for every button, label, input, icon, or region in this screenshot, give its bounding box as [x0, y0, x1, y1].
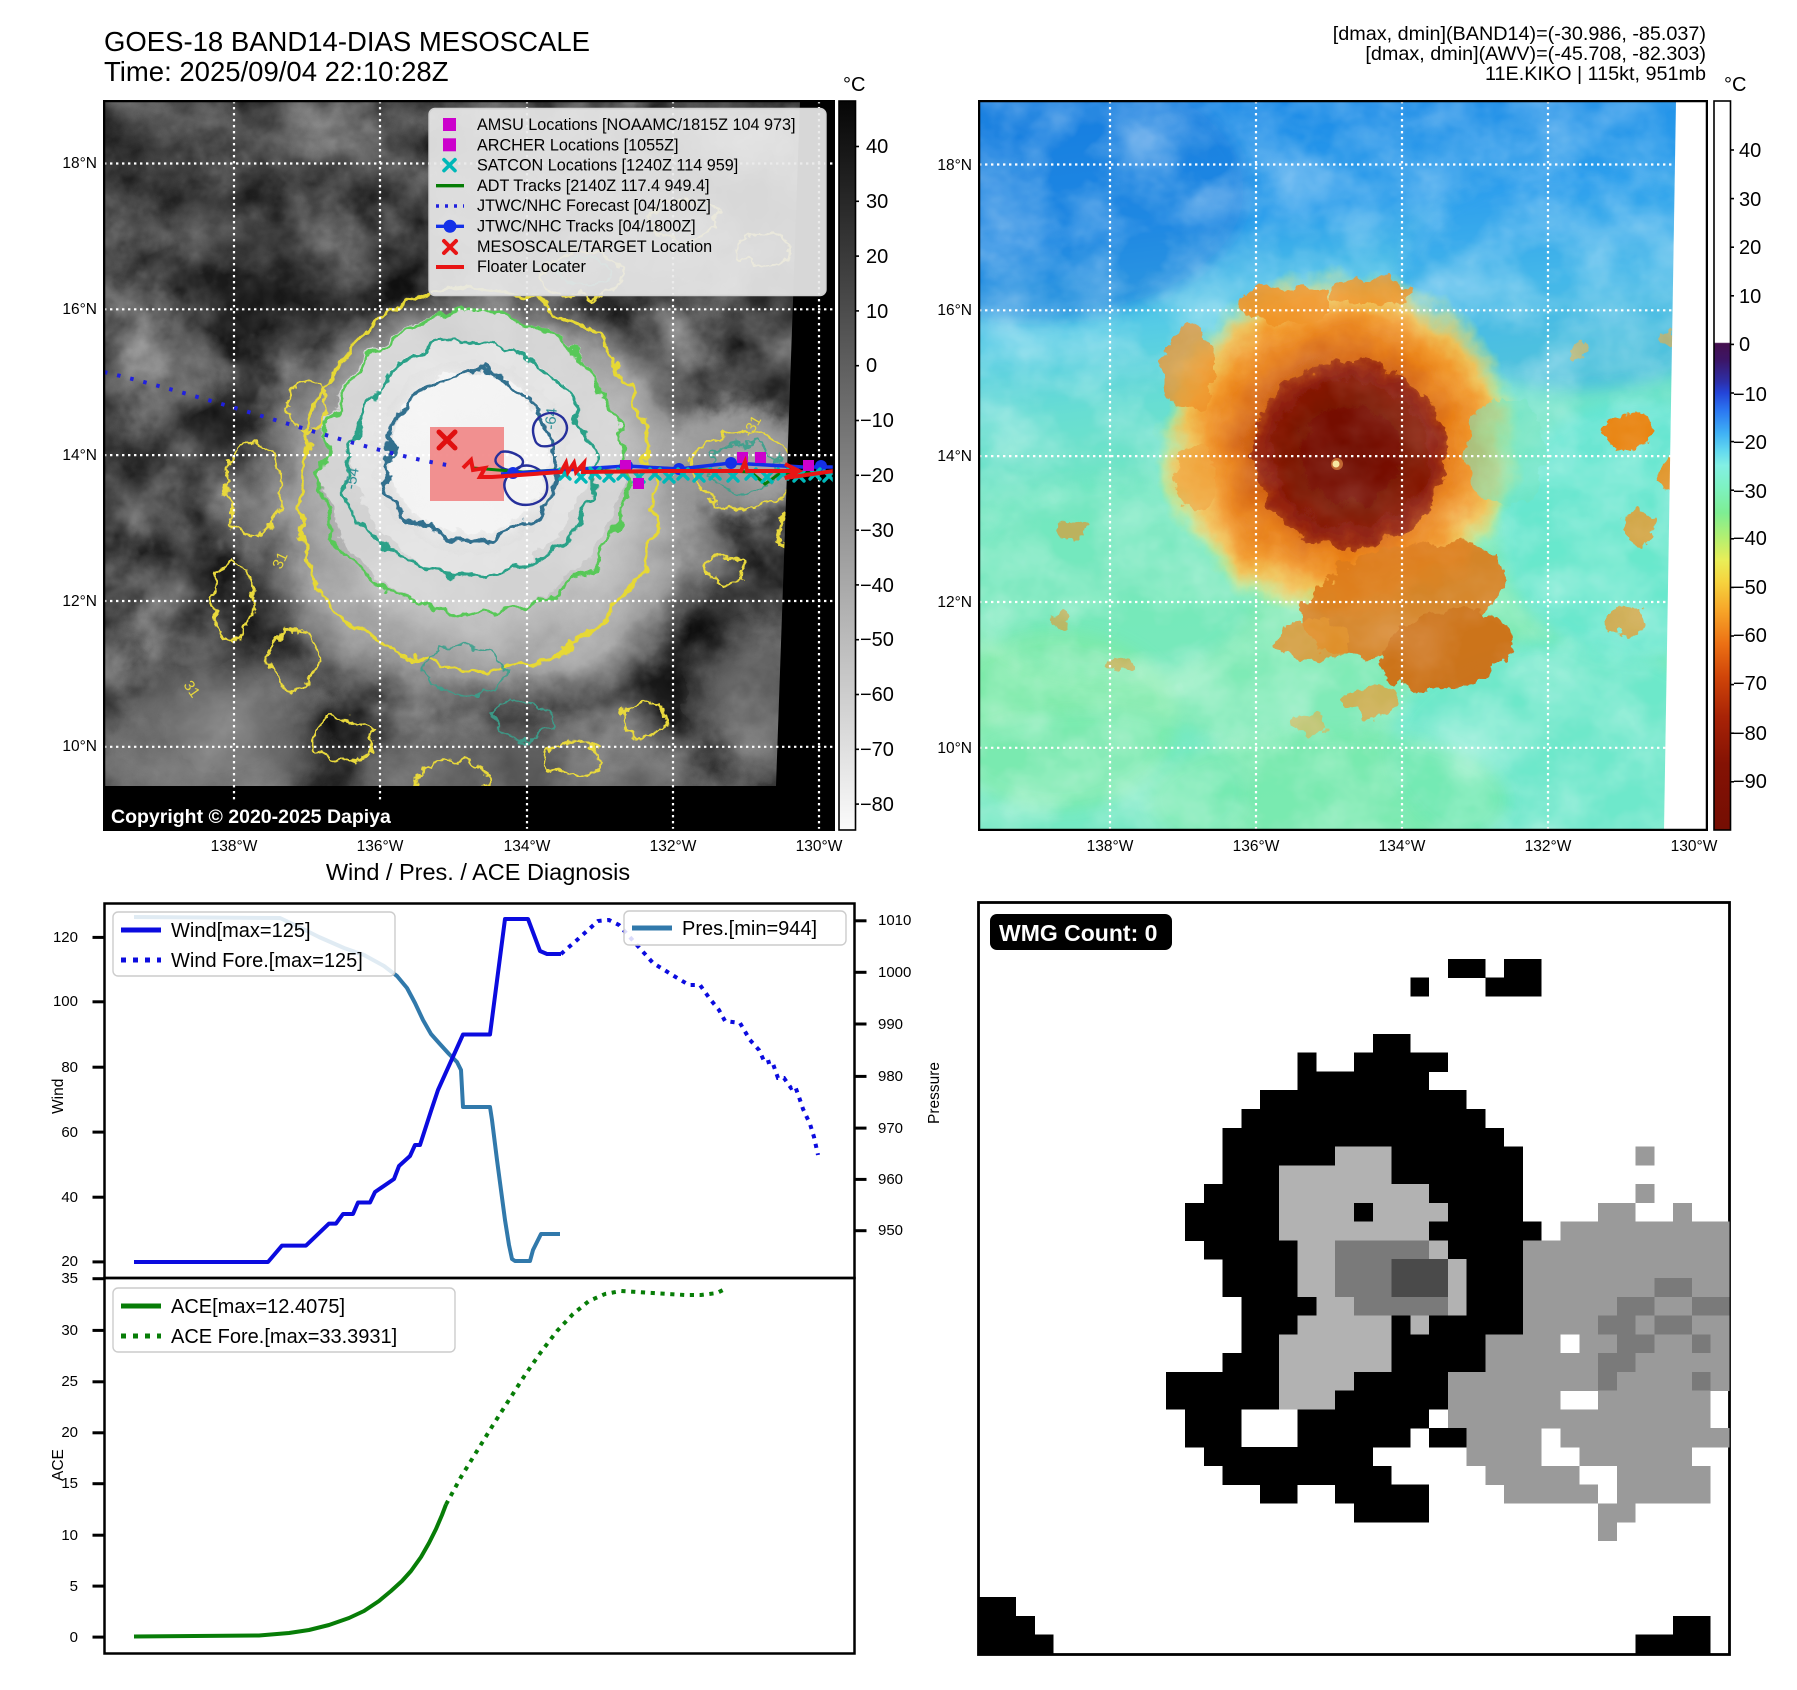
- svg-text:SATCON Locations [1240Z 114 95: SATCON Locations [1240Z 114 959]: [477, 157, 738, 175]
- svg-text:ARCHER Locations [1055Z]: ARCHER Locations [1055Z]: [477, 136, 679, 154]
- svg-text:31: 31: [180, 678, 203, 701]
- svg-text:ACE Fore.[max=33.3931]: ACE Fore.[max=33.3931]: [171, 1326, 397, 1348]
- svg-text:Floater Locater: Floater Locater: [477, 258, 586, 276]
- svg-text:31: 31: [269, 549, 291, 571]
- svg-text:WMG Count: 0: WMG Count: 0: [999, 920, 1157, 946]
- svg-text:-54: -54: [342, 466, 363, 490]
- svg-text:Copyright © 2020-2025 Dapiya: Copyright © 2020-2025 Dapiya: [111, 806, 391, 828]
- svg-text:Pres.[min=944]: Pres.[min=944]: [682, 918, 817, 940]
- svg-text:ADT Tracks [2140Z 117.4 949.4]: ADT Tracks [2140Z 117.4 949.4]: [477, 177, 709, 195]
- svg-text:JTWC/NHC Forecast [04/1800Z]: JTWC/NHC Forecast [04/1800Z]: [477, 197, 711, 215]
- svg-text:AMSU Locations [NOAAMC/1815Z 1: AMSU Locations [NOAAMC/1815Z 104 973]: [477, 116, 796, 134]
- svg-text:-64: -64: [542, 407, 561, 430]
- svg-text:MESOSCALE/TARGET Location: MESOSCALE/TARGET Location: [477, 238, 712, 256]
- svg-text:Wind Fore.[max=125]: Wind Fore.[max=125]: [171, 950, 363, 972]
- svg-text:Wind[max=125]: Wind[max=125]: [171, 920, 311, 942]
- svg-text:ACE[max=12.4075]: ACE[max=12.4075]: [171, 1296, 345, 1318]
- svg-text:JTWC/NHC Tracks [04/1800Z]: JTWC/NHC Tracks [04/1800Z]: [477, 218, 696, 236]
